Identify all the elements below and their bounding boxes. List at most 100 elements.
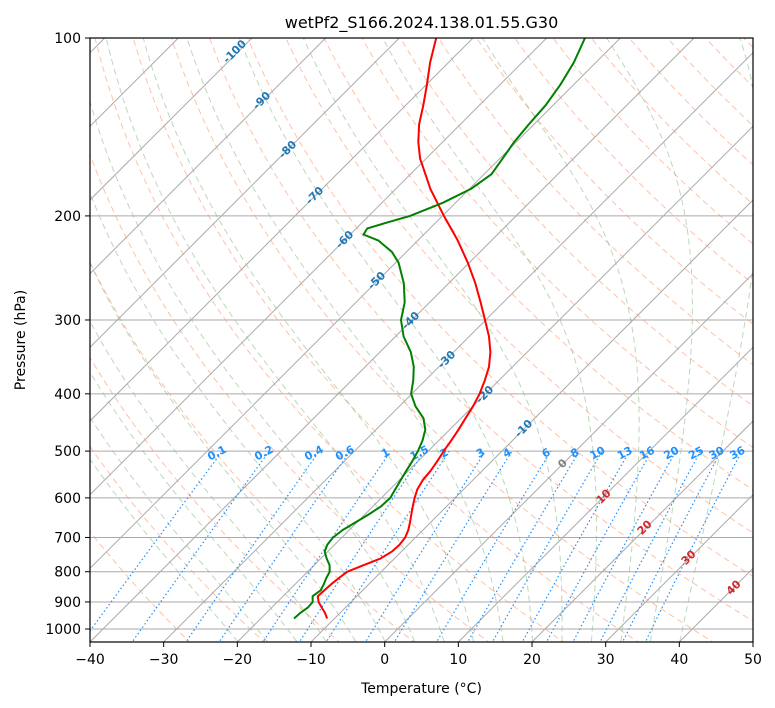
dry-adiabat-line <box>90 153 490 642</box>
isotherm-line <box>531 420 753 642</box>
background-lines <box>90 38 753 642</box>
isotherm-line <box>90 38 622 570</box>
mixing-ratio-line <box>262 450 392 642</box>
moist-adiabat-line <box>238 38 533 642</box>
isotherm-line <box>752 641 753 642</box>
moist-adiabat-line <box>90 320 327 642</box>
mixing-ratio-label: 3 <box>474 446 487 461</box>
mixing-ratio-line <box>644 450 743 642</box>
y-axis-title: Pressure (hPa) <box>13 290 29 390</box>
x-axis: −40 −30 −20 −10 0 10 20 30 40 50 <box>75 642 762 668</box>
dry-adiabat-line <box>476 38 753 325</box>
dry-adiabat-line <box>399 38 753 407</box>
mixing-ratio-line <box>364 450 486 642</box>
moist-adiabat-line <box>90 371 298 642</box>
mixing-ratio-label: 20 <box>662 444 682 463</box>
isotherm-line <box>604 493 753 642</box>
mixing-ratio-label: 0.6 <box>333 443 357 464</box>
mixing-ratio-label: 10 <box>588 444 608 463</box>
y-tick-label: 1000 <box>45 622 81 638</box>
dry-adiabat-line <box>743 38 753 49</box>
x-tick-label: 20 <box>523 652 541 668</box>
mixing-ratio-label: 16 <box>637 444 657 463</box>
y-tick-label: 300 <box>54 313 81 329</box>
plot-frame <box>89 37 754 643</box>
y-tick-label: 600 <box>54 491 81 507</box>
isotherm-label: 30 <box>679 547 699 567</box>
dry-adiabat-line <box>437 38 753 366</box>
mixing-ratio-label: 13 <box>615 444 635 463</box>
mixing-ratio-line <box>572 450 677 642</box>
isotherm-line <box>90 38 695 642</box>
y-tick-label: 200 <box>54 209 81 225</box>
mixing-ratio-line <box>298 450 425 642</box>
moist-adiabat-line <box>90 100 416 642</box>
moist-adiabat-line <box>90 458 239 642</box>
sounding-traces <box>293 38 586 620</box>
moist-adiabat-line <box>302 38 563 642</box>
mixing-ratio-line <box>325 450 450 642</box>
mixing-ratio-line <box>185 450 320 642</box>
temperature-trace <box>316 38 492 619</box>
isotherm-label: -100 <box>220 37 249 66</box>
x-tick-label: −20 <box>223 652 253 668</box>
moist-adiabat-line <box>481 38 640 642</box>
isotherm-line <box>236 125 753 642</box>
moist-adiabat-line <box>90 416 268 642</box>
isotherm-label: -50 <box>365 269 388 292</box>
isotherm-line <box>310 199 753 642</box>
y-tick-label: 400 <box>54 387 81 403</box>
x-tick-label: −40 <box>75 652 105 668</box>
moist-adiabat-line <box>142 38 474 642</box>
x-tick-label: 30 <box>597 652 615 668</box>
isotherm-line <box>90 38 474 422</box>
isotherm-line <box>162 51 753 642</box>
y-tick-label: 700 <box>54 530 81 546</box>
dry-adiabat-line <box>361 38 753 449</box>
dry-adiabat-line <box>285 38 753 534</box>
dry-adiabat-line <box>323 38 753 491</box>
mixing-ratio-line <box>90 450 223 632</box>
mixing-ratio-line <box>218 450 351 642</box>
dewpoint-trace <box>293 38 586 620</box>
moist-adiabat-line <box>679 38 753 642</box>
dry-adiabat-line <box>247 38 753 578</box>
isotherm-line <box>90 38 253 201</box>
dry-adiabat-line <box>514 38 753 285</box>
mixing-ratio-label: 0.4 <box>302 443 326 464</box>
mixing-ratio-label: 25 <box>686 444 706 463</box>
moist-adiabat-line <box>382 38 597 642</box>
mixing-ratio-label: 30 <box>707 444 727 463</box>
x-axis-title: Temperature (°C) <box>360 681 482 697</box>
isotherm-line <box>457 346 753 642</box>
x-tick-label: 40 <box>670 652 688 668</box>
moist-adiabat-line <box>186 38 504 642</box>
mixing-ratio-label: 0.1 <box>205 443 228 464</box>
moist-adiabat-line <box>606 38 693 642</box>
y-tick-label: 900 <box>54 595 81 611</box>
y-tick-label: 800 <box>54 565 81 581</box>
moist-adiabat-line <box>105 38 445 642</box>
dry-adiabat-line <box>90 356 341 642</box>
moist-adiabat-line <box>90 262 357 642</box>
mixing-ratio-line <box>545 450 653 642</box>
y-tick-label: 100 <box>54 31 81 47</box>
moist-adiabat-line <box>90 192 386 642</box>
y-tick-label: 500 <box>54 444 81 460</box>
isotherm-label: 20 <box>635 517 655 537</box>
isotherm-line <box>90 38 327 275</box>
isotherm-line <box>90 38 401 349</box>
dry-adiabat-line <box>552 38 753 245</box>
dry-adiabat-line <box>90 261 415 642</box>
mixing-ratio-line <box>621 450 722 642</box>
x-tick-label: 50 <box>744 652 762 668</box>
y-axis: 100 200 300 400 500 600 700 800 900 1000 <box>45 31 90 638</box>
mixing-ratio-line <box>467 450 580 642</box>
mixing-ratio-line <box>435 450 552 642</box>
mixing-ratio-line <box>599 450 702 642</box>
x-tick-label: 10 <box>449 652 467 668</box>
mixing-ratio-label: 36 <box>728 444 748 463</box>
mixing-ratio-line <box>131 450 270 642</box>
x-tick-label: −10 <box>296 652 326 668</box>
